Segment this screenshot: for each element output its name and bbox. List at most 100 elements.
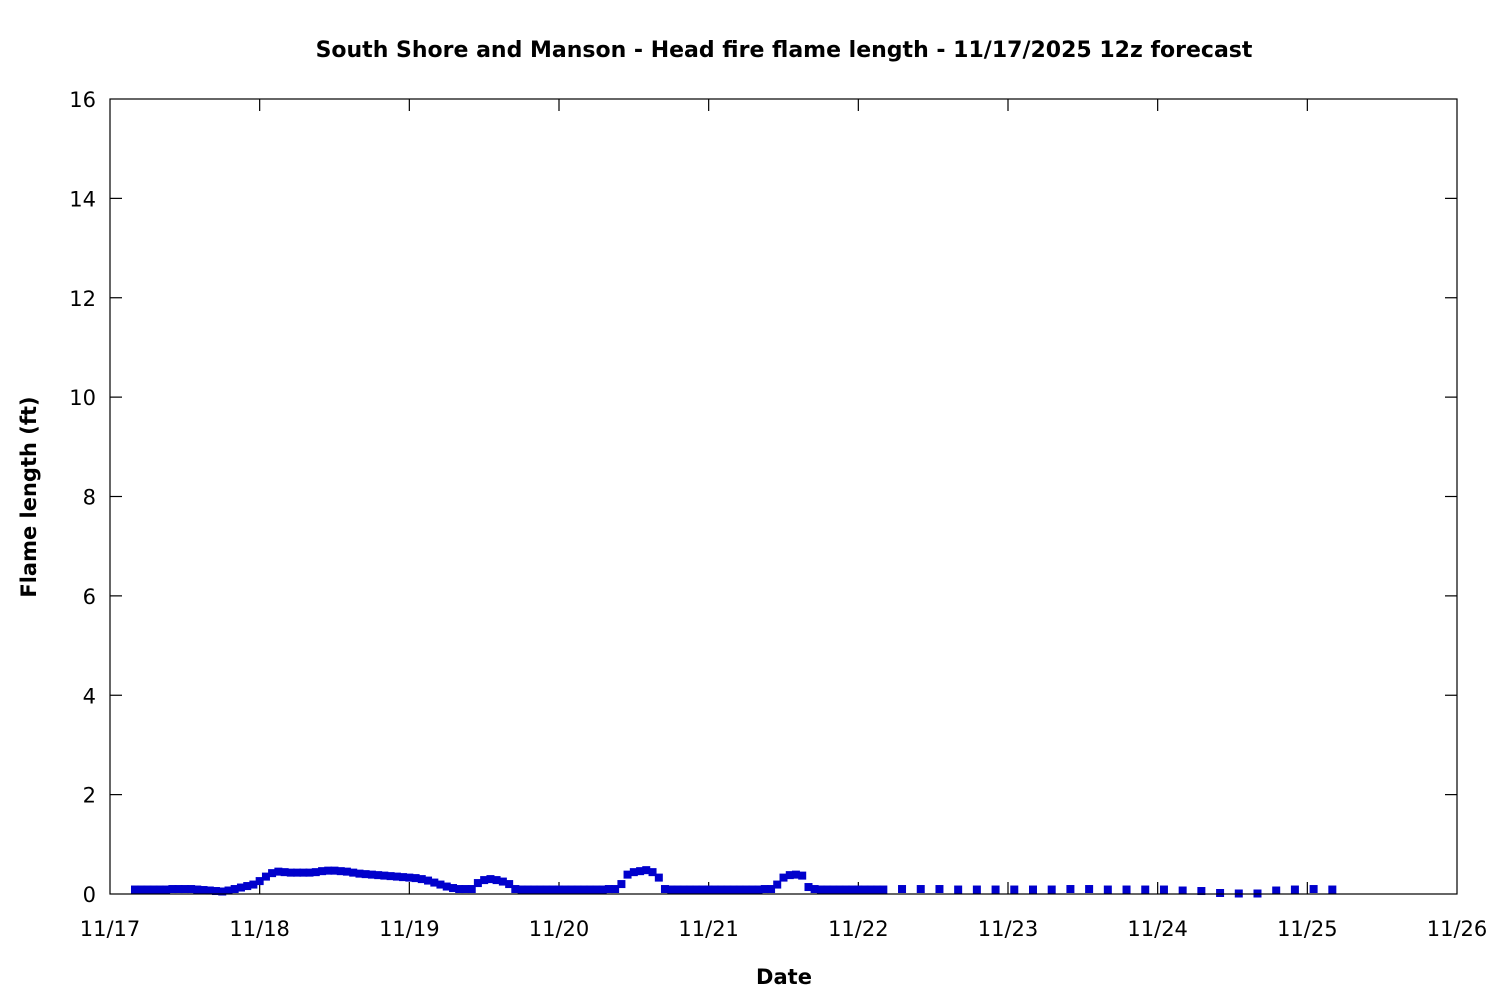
data-point <box>467 885 476 894</box>
data-point <box>873 885 882 894</box>
data-point <box>804 883 813 892</box>
data-point <box>1178 886 1187 895</box>
data-point <box>243 882 252 891</box>
data-point <box>829 885 838 894</box>
data-point <box>823 885 832 894</box>
data-point <box>480 876 489 885</box>
x-tick-label: 11/19 <box>379 917 440 941</box>
data-point <box>717 885 726 894</box>
x-tick-label: 11/18 <box>229 917 290 941</box>
data-point <box>424 876 433 885</box>
data-point <box>236 883 245 892</box>
data-point <box>523 885 532 894</box>
x-tick-label: 11/23 <box>978 917 1039 941</box>
data-point <box>579 885 588 894</box>
data-point <box>330 866 339 875</box>
data-point <box>342 867 351 876</box>
data-point <box>162 885 171 894</box>
data-point <box>673 885 682 894</box>
data-point <box>1197 887 1206 896</box>
data-point <box>386 872 395 881</box>
data-point <box>1028 885 1037 894</box>
data-point <box>623 870 632 879</box>
data-point <box>816 885 825 894</box>
data-point <box>1141 885 1150 894</box>
data-point <box>1216 889 1225 898</box>
data-point <box>810 885 819 894</box>
data-point <box>1309 885 1318 894</box>
data-point <box>598 885 607 894</box>
data-point <box>230 885 239 894</box>
data-point <box>879 885 888 894</box>
chart-title: South Shore and Manson - Head fire flame… <box>316 38 1253 63</box>
y-tick-label: 16 <box>69 88 96 112</box>
data-point <box>548 885 557 894</box>
data-point <box>735 885 744 894</box>
y-tick-label: 4 <box>83 684 96 708</box>
data-point <box>442 882 451 891</box>
data-point <box>773 880 782 889</box>
data-point <box>199 886 208 895</box>
y-tick-label: 10 <box>69 386 96 410</box>
data-point <box>367 870 376 879</box>
data-point <box>449 884 458 893</box>
data-point <box>318 867 327 876</box>
data-point <box>349 868 358 877</box>
data-point <box>1103 885 1112 894</box>
data-point <box>380 871 389 880</box>
data-point <box>417 875 426 884</box>
data-point <box>336 867 345 876</box>
data-point <box>218 887 227 896</box>
data-point <box>854 885 863 894</box>
data-point <box>791 870 800 879</box>
data-point <box>399 873 408 882</box>
data-point <box>779 873 788 882</box>
data-point <box>785 871 794 880</box>
data-point <box>224 886 233 895</box>
axis-ticks <box>110 99 1457 894</box>
data-point <box>710 885 719 894</box>
data-point <box>255 877 264 886</box>
y-tick-label: 8 <box>83 486 96 510</box>
data-point <box>1290 885 1299 894</box>
data-point <box>1010 885 1019 894</box>
data-point <box>455 885 464 894</box>
data-point <box>517 885 526 894</box>
data-point <box>187 885 196 894</box>
x-tick-label: 11/25 <box>1277 917 1338 941</box>
data-point <box>473 879 482 888</box>
data-point <box>137 885 146 894</box>
data-point <box>972 885 981 894</box>
x-tick-label: 11/21 <box>678 917 739 941</box>
data-point <box>530 885 539 894</box>
data-point <box>1328 885 1337 894</box>
data-point <box>286 868 295 877</box>
plot-frame <box>109 98 1458 895</box>
x-tick-label: 11/17 <box>80 917 141 941</box>
data-point <box>611 885 620 894</box>
data-point <box>573 885 582 894</box>
data-point <box>848 885 857 894</box>
data-point <box>916 885 925 894</box>
data-point <box>604 885 613 894</box>
data-point <box>698 885 707 894</box>
data-point <box>168 885 177 894</box>
data-point <box>586 885 595 894</box>
tick-labels: 11/17 11/18 11/19 11/20 11/21 11/22 11/23 11/24… <box>69 88 1487 941</box>
x-tick-label: 11/24 <box>1127 917 1188 941</box>
data-point <box>211 887 220 896</box>
data-point <box>636 867 645 876</box>
data-point <box>180 885 189 894</box>
data-point <box>742 885 751 894</box>
data-point <box>723 885 732 894</box>
data-point <box>729 885 738 894</box>
y-tick-label: 6 <box>83 585 96 609</box>
y-tick-label: 14 <box>69 187 96 211</box>
data-point <box>311 868 320 877</box>
data-point <box>592 885 601 894</box>
data-point <box>155 885 164 894</box>
data-point <box>1066 885 1075 894</box>
data-point <box>754 885 763 894</box>
data-point <box>149 885 158 894</box>
